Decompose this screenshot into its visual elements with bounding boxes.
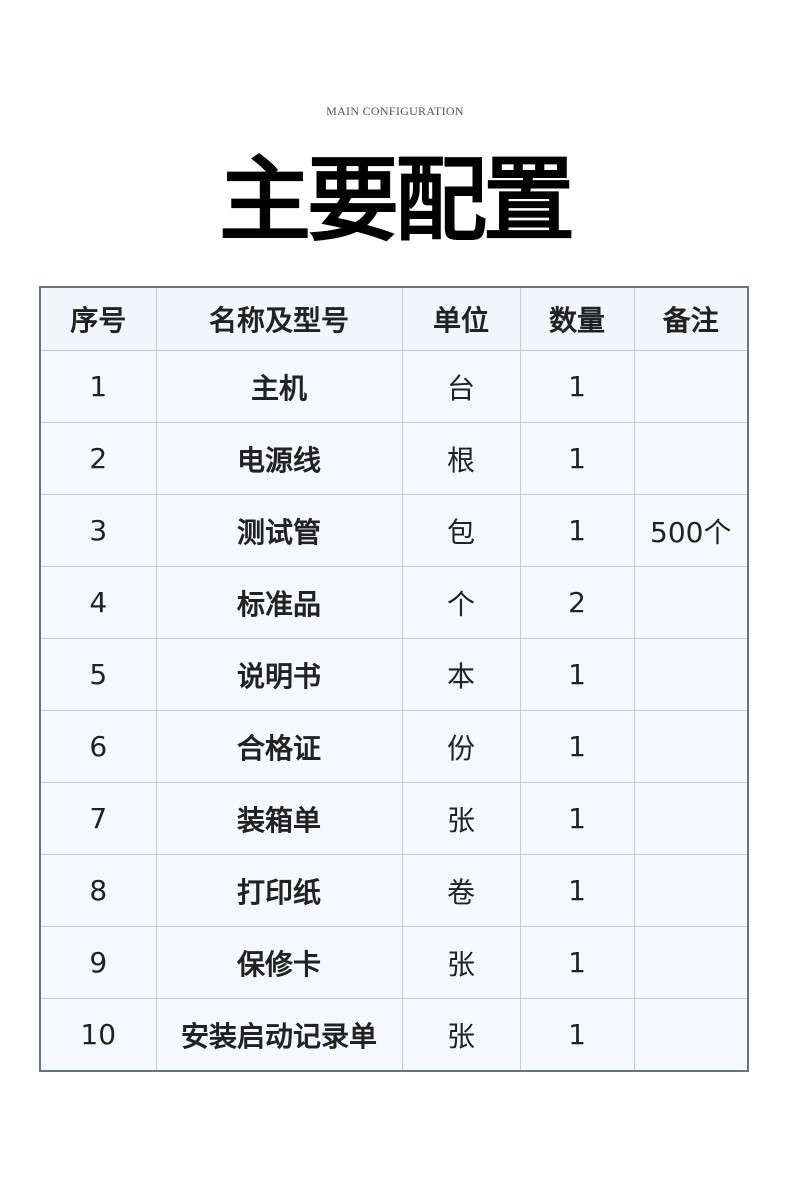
table-cell: 个 bbox=[401, 566, 521, 639]
table-row: 2 电源线根 1 bbox=[39, 422, 749, 495]
table-cell: 保修卡 bbox=[155, 926, 403, 999]
table-cell bbox=[633, 926, 749, 999]
header-row: 序号 名称及型号 单位 数量 备注 bbox=[39, 286, 749, 351]
table-cell bbox=[633, 998, 749, 1072]
title: 主要配置 bbox=[218, 146, 575, 254]
table-cell bbox=[633, 710, 749, 783]
table-cell: 8 bbox=[39, 854, 157, 927]
table-cell bbox=[633, 350, 749, 423]
table-cell bbox=[633, 638, 749, 711]
table-cell bbox=[633, 782, 749, 855]
table-cell: 本 bbox=[401, 638, 521, 711]
table-cell: 1 bbox=[519, 350, 635, 423]
table-cell: 测试管 bbox=[155, 494, 403, 567]
table-cell: 卷 bbox=[401, 854, 521, 927]
table-body: 1 主机台 1 2 电源线根 1 3 测试管包 1 500个 4 标准品个 2 5 说明书本 1 6 合格证份 1 7… bbox=[39, 350, 749, 1072]
table-cell: 6 bbox=[39, 710, 157, 783]
table-cell: 1 bbox=[519, 854, 635, 927]
table-row: 4 标准品个 2 bbox=[39, 566, 749, 639]
table-cell: 1 bbox=[519, 710, 635, 783]
config-table: 序号 名称及型号 单位 数量 备注 1 主机台 1 2 电源线根 1 3 测试管包 1 500个 4 标准品个… bbox=[39, 286, 749, 1072]
subtitle: MAIN CONFIGURATION bbox=[326, 104, 464, 118]
table-row: 3 测试管包 1 500个 bbox=[39, 494, 749, 567]
table-cell: 电源线 bbox=[155, 422, 403, 495]
table-cell: 1 bbox=[39, 350, 157, 423]
table-cell: 1 bbox=[519, 926, 635, 999]
table-cell: 9 bbox=[39, 926, 157, 999]
table-cell bbox=[633, 854, 749, 927]
table-row: 5 说明书本 1 bbox=[39, 638, 749, 711]
table-cell bbox=[633, 422, 749, 495]
table-cell: 7 bbox=[39, 782, 157, 855]
table-cell: 1 bbox=[519, 782, 635, 855]
table-cell: 3 bbox=[39, 494, 157, 567]
table-cell: 10 bbox=[39, 998, 157, 1072]
table-cell: 合格证 bbox=[155, 710, 403, 783]
table-cell: 说明书 bbox=[155, 638, 403, 711]
table-row: 10 安装启动记录单张 1 bbox=[39, 998, 749, 1072]
table-cell: 张 bbox=[401, 782, 521, 855]
table-cell: 打印纸 bbox=[155, 854, 403, 927]
column-header: 名称及型号 bbox=[155, 286, 403, 351]
table-row: 1 主机台 1 bbox=[39, 350, 749, 423]
table-cell: 500个 bbox=[633, 494, 749, 567]
table-cell: 标准品 bbox=[155, 566, 403, 639]
table-row: 8 打印纸卷 1 bbox=[39, 854, 749, 927]
table-row: 6 合格证份 1 bbox=[39, 710, 749, 783]
table-cell: 张 bbox=[401, 926, 521, 999]
table-row: 7 装箱单张 1 bbox=[39, 782, 749, 855]
table-cell: 安装启动记录单 bbox=[155, 998, 403, 1072]
table-cell: 张 bbox=[401, 998, 521, 1072]
table-cell: 装箱单 bbox=[155, 782, 403, 855]
table-row: 9 保修卡张 1 bbox=[39, 926, 749, 999]
table-cell: 5 bbox=[39, 638, 157, 711]
table-cell: 1 bbox=[519, 998, 635, 1072]
table-cell bbox=[633, 566, 749, 639]
table-cell: 1 bbox=[519, 422, 635, 495]
table-cell: 2 bbox=[39, 422, 157, 495]
table-cell: 主机 bbox=[155, 350, 403, 423]
table-cell: 台 bbox=[401, 350, 521, 423]
table-cell: 1 bbox=[519, 638, 635, 711]
column-header: 单位 bbox=[401, 286, 521, 351]
table-cell: 4 bbox=[39, 566, 157, 639]
table-cell: 1 bbox=[519, 494, 635, 567]
table-cell: 包 bbox=[401, 494, 521, 567]
column-header: 序号 bbox=[39, 286, 157, 351]
table-cell: 根 bbox=[401, 422, 521, 495]
column-header: 数量 bbox=[519, 286, 635, 351]
table-cell: 份 bbox=[401, 710, 521, 783]
column-header: 备注 bbox=[633, 286, 749, 351]
table-cell: 2 bbox=[519, 566, 635, 639]
